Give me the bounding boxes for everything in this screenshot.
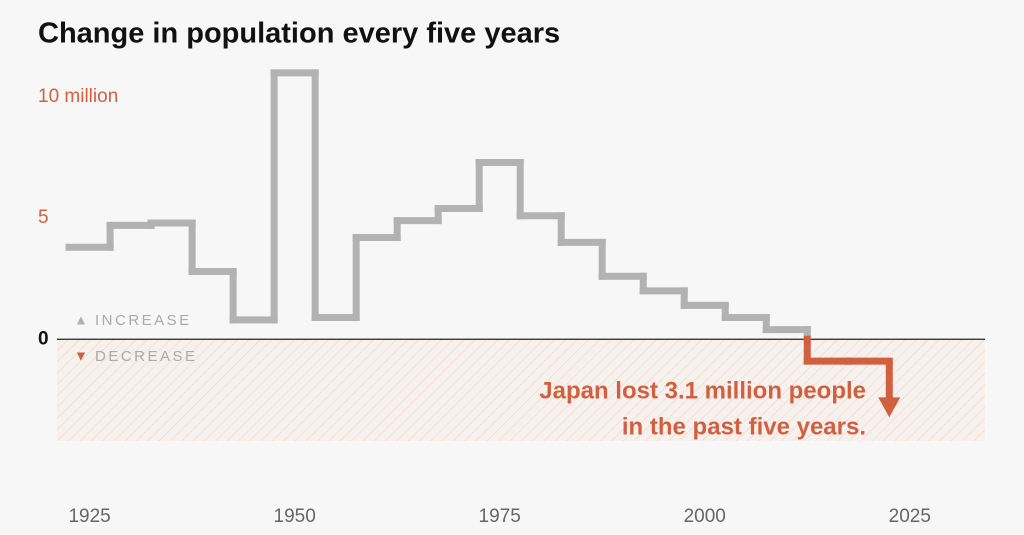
x-tick-label: 1975 [479, 506, 521, 527]
x-tick-label: 2025 [889, 506, 931, 527]
chart-title: Change in population every five years [38, 18, 560, 50]
x-tick-label: 2000 [684, 506, 726, 527]
y-tick-label: 10 million [38, 86, 118, 107]
legend-marker: ▲ [74, 312, 88, 328]
annotation: in the past five years. [622, 413, 866, 440]
x-tick-label: 1925 [68, 506, 110, 527]
legend-marker: ▼ [74, 348, 88, 364]
y-tick-label: 0 [38, 328, 49, 349]
legend-label: DECREASE [95, 348, 198, 365]
annotation: Japan lost 3.1 million people [539, 377, 866, 404]
decrease-zone [57, 339, 985, 441]
x-tick-label: 1950 [274, 506, 316, 527]
arrowhead [878, 397, 901, 418]
legend-label: INCREASE [95, 312, 192, 329]
y-tick-label: 5 [38, 207, 49, 228]
